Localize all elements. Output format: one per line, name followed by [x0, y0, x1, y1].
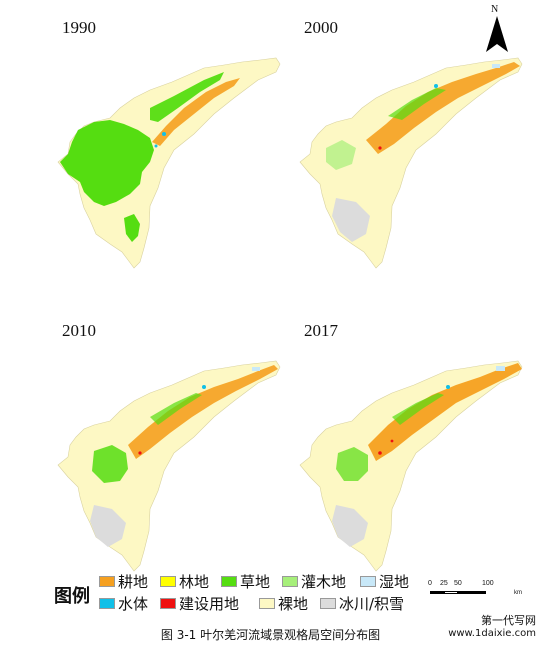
legend-swatch	[99, 597, 115, 609]
legend-label: 冰川/积雪	[339, 594, 405, 613]
map-2000	[299, 57, 523, 269]
figure-caption: 图 3-1 叶尔羌河流域景观格局空间分布图	[160, 628, 381, 642]
legend-swatch	[221, 575, 237, 587]
map-2010	[57, 360, 281, 572]
built-up-area	[138, 451, 142, 455]
legend-swatch	[282, 575, 298, 587]
legend-item-bare-land: 裸地	[259, 594, 309, 613]
map-panel-1990: 1990	[54, 18, 294, 269]
legend-swatch	[259, 597, 275, 609]
map-panel-2017: 2017	[296, 321, 536, 572]
scale-segment	[458, 591, 486, 594]
scale-unit: km	[514, 590, 522, 596]
grassland-region	[60, 120, 154, 206]
map-panel-2000: 2000	[296, 18, 536, 269]
legend-label: 林地	[179, 572, 210, 591]
water-body	[162, 132, 166, 136]
legend-label: 草地	[240, 572, 271, 591]
grassland-region	[336, 447, 368, 481]
north-label: N	[491, 4, 499, 15]
legend-item-built-up: 建设用地	[160, 594, 240, 613]
cropland-strip	[128, 365, 278, 459]
scale-bar: 0 25 50 100 km	[428, 580, 528, 610]
grassland-strip	[150, 393, 202, 425]
glacier-region	[332, 198, 370, 242]
basin-outline	[299, 360, 523, 572]
map-1990	[57, 57, 281, 269]
legend-item-glacier: 冰川/积雪	[320, 594, 405, 613]
legend-swatch	[99, 575, 115, 587]
legend-item-shrubland: 灌木地	[282, 572, 347, 591]
legend-swatch	[160, 575, 176, 587]
legend-swatch	[360, 575, 376, 587]
panel-year-label: 2010	[62, 321, 96, 340]
shrubland-patches	[326, 140, 356, 170]
built-up-area	[390, 439, 394, 443]
scale-tick: 25	[440, 580, 448, 587]
cropland-strip	[152, 78, 240, 146]
cropland-strip	[366, 62, 520, 154]
wetland-patch	[492, 64, 500, 68]
panel-year-label: 2000	[304, 18, 338, 37]
map-panel-2010: 2010	[54, 321, 294, 572]
legend-label: 裸地	[278, 594, 309, 613]
grassland-region	[92, 445, 128, 483]
cropland-strip	[368, 363, 522, 461]
scale-segment	[444, 591, 458, 594]
glacier-region	[90, 505, 126, 547]
north-arrow-icon	[486, 16, 508, 52]
grassland-south	[124, 214, 140, 242]
built-up-area	[378, 146, 382, 150]
water-body	[446, 385, 450, 389]
built-up-area	[378, 451, 382, 455]
panel-year-label: 1990	[62, 18, 96, 37]
scale-segment	[430, 591, 444, 594]
legend-label: 湿地	[379, 572, 410, 591]
grassland-strip	[150, 72, 224, 122]
watermark-line-1: 第一代写网	[481, 614, 536, 627]
water-body	[154, 144, 158, 148]
legend-item-wetland: 湿地	[360, 572, 410, 591]
legend-item-grassland: 草地	[221, 572, 271, 591]
legend-item-forest: 林地	[160, 572, 210, 591]
wetland-patch	[496, 366, 505, 371]
grassland-strip	[392, 393, 444, 425]
legend-swatch	[320, 597, 336, 609]
scale-tick: 0	[428, 580, 432, 587]
water-body	[202, 385, 206, 389]
wetland-patch	[252, 367, 260, 371]
glacier-region	[332, 505, 368, 547]
legend-label: 水体	[118, 594, 149, 613]
water-body	[434, 84, 438, 88]
north-arrow: N	[484, 4, 510, 54]
legend-label: 建设用地	[179, 594, 240, 613]
scale-tick: 100	[482, 580, 494, 587]
panel-year-label: 2017	[304, 321, 338, 340]
map-2017	[299, 360, 523, 572]
legend-label: 灌木地	[301, 572, 347, 591]
watermark-line-2: www.1daixie.com	[448, 628, 536, 639]
watermark: 第一代写网 www.1daixie.com	[440, 612, 536, 642]
scale-tick: 50	[454, 580, 462, 587]
basin-outline	[57, 360, 281, 572]
legend-item-water: 水体	[99, 594, 149, 613]
legend: 图例 耕地 林地 草地 灌木地 湿地 水体 建设用地 裸地 冰川/积雪	[54, 568, 424, 614]
legend-item-cropland: 耕地	[99, 572, 149, 591]
legend-title: 图例	[54, 586, 90, 607]
grassland-strip	[388, 88, 446, 120]
legend-label: 耕地	[118, 572, 149, 591]
legend-swatch	[160, 597, 176, 609]
